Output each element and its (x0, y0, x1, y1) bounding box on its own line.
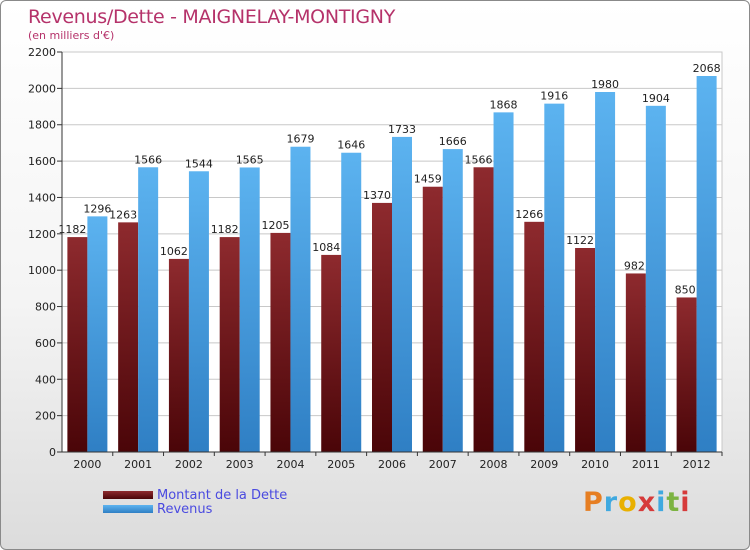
legend-item-revenus: Revenus (103, 501, 213, 517)
y-tick-label: 600 (35, 337, 56, 350)
y-tick-label: 2200 (28, 46, 56, 59)
data-label-dette-2001: 1263 (109, 208, 137, 221)
data-label-dette-2004: 1205 (261, 219, 289, 232)
chart-title: Revenus/Dette - MAIGNELAY-MONTIGNY (28, 6, 395, 28)
data-label-dette-2010: 1122 (566, 234, 594, 247)
logo-letter: r (603, 487, 619, 518)
data-label-revenus-2008: 1868 (490, 98, 518, 111)
logo-letter: x (637, 487, 657, 518)
proxiti-logo: Proxiti (583, 487, 691, 518)
data-label-revenus-2006: 1733 (388, 123, 416, 136)
bar-revenus-2001 (138, 167, 159, 453)
y-tick-label: 800 (35, 301, 56, 314)
data-label-dette-2007: 1459 (414, 173, 442, 186)
logo-letter: i (656, 487, 667, 518)
data-label-dette-2003: 1182 (211, 223, 239, 236)
bar-dette-2005 (321, 254, 342, 452)
data-label-dette-2006: 1370 (363, 189, 391, 202)
legend-label-dette: Montant de la Dette (157, 487, 288, 503)
logo-letter: t (666, 487, 681, 518)
data-label-dette-2005: 1084 (312, 241, 340, 254)
x-tick-label-2009: 2009 (530, 458, 558, 471)
legend-label-revenus: Revenus (157, 501, 213, 517)
bar-revenus-2006 (392, 136, 412, 452)
y-tick-label: 400 (35, 373, 56, 386)
bar-dette-2008 (473, 167, 494, 453)
data-label-dette-2008: 1566 (465, 153, 493, 166)
bar-revenus-2000 (87, 216, 108, 452)
bar-dette-2010 (575, 248, 596, 452)
bar-dette-2004 (270, 232, 291, 452)
data-label-revenus-2012: 2068 (693, 62, 721, 75)
data-label-dette-2002: 1062 (160, 245, 188, 258)
y-tick-label: 1000 (28, 264, 56, 277)
bar-revenus-2004 (290, 146, 311, 452)
bar-revenus-2007 (442, 149, 463, 452)
x-tick-label-2011: 2011 (632, 458, 660, 471)
data-label-dette-2000: 1182 (58, 223, 86, 236)
y-tick-label: 1800 (28, 119, 56, 132)
y-tick-label: 2000 (28, 82, 56, 95)
chart-subtitle: (en milliers d'€) (28, 29, 115, 42)
legend-item-dette: Montant de la Dette (103, 487, 288, 503)
x-tick-label-2005: 2005 (327, 458, 355, 471)
data-label-revenus-2000: 1296 (83, 202, 111, 215)
x-tick-label-2007: 2007 (429, 458, 457, 471)
data-label-revenus-2007: 1666 (439, 135, 467, 148)
y-tick-label: 1400 (28, 191, 56, 204)
x-tick-label-2001: 2001 (124, 458, 152, 471)
data-label-dette-2009: 1266 (515, 208, 543, 221)
data-label-revenus-2005: 1646 (337, 139, 365, 152)
bar-dette-2007 (422, 186, 443, 452)
bar-revenus-2005 (341, 152, 362, 452)
data-label-revenus-2011: 1904 (642, 92, 670, 105)
x-tick-label-2000: 2000 (73, 458, 101, 471)
bar-revenus-2003 (239, 167, 260, 453)
bar-dette-2000 (67, 237, 88, 452)
logo-letter: i (680, 487, 691, 518)
bar-revenus-2008 (493, 112, 514, 452)
y-tick-label: 0 (49, 446, 56, 459)
x-tick-label-2006: 2006 (378, 458, 406, 471)
data-label-revenus-2004: 1679 (286, 133, 314, 146)
bar-dette-2002 (168, 258, 189, 452)
data-label-revenus-2001: 1566 (134, 153, 162, 166)
data-label-dette-2012: 850 (675, 283, 696, 296)
data-label-dette-2011: 982 (624, 259, 645, 272)
y-tick-label: 200 (35, 410, 56, 423)
logo-letter: P (583, 487, 604, 518)
bar-revenus-2002 (188, 171, 209, 453)
x-tick-label-2002: 2002 (175, 458, 203, 471)
x-tick-label-2004: 2004 (276, 458, 304, 471)
bar-revenus-2010 (595, 92, 616, 452)
data-label-revenus-2009: 1916 (540, 90, 568, 103)
legend-swatch-dette (103, 491, 153, 499)
x-tick-label-2010: 2010 (581, 458, 609, 471)
bar-revenus-2011 (645, 105, 666, 453)
bar-revenus-2009 (544, 103, 565, 453)
bar-dette-2009 (524, 221, 545, 452)
bar-dette-2001 (118, 222, 139, 452)
legend-swatch-revenus (103, 505, 153, 513)
data-label-revenus-2010: 1980 (591, 78, 619, 91)
x-tick-label-2003: 2003 (226, 458, 254, 471)
data-label-revenus-2003: 1565 (236, 153, 264, 166)
y-tick-label: 1600 (28, 155, 56, 168)
bar-dette-2011 (625, 273, 646, 452)
y-tick-label: 1200 (28, 228, 56, 241)
data-label-revenus-2002: 1544 (185, 157, 213, 170)
bar-dette-2003 (219, 237, 240, 452)
bar-dette-2012 (676, 297, 697, 452)
x-tick-label-2012: 2012 (683, 458, 711, 471)
logo-letter: o (618, 487, 638, 518)
bar-revenus-2012 (696, 76, 717, 452)
x-tick-label-2008: 2008 (480, 458, 508, 471)
bar-dette-2006 (372, 202, 392, 452)
